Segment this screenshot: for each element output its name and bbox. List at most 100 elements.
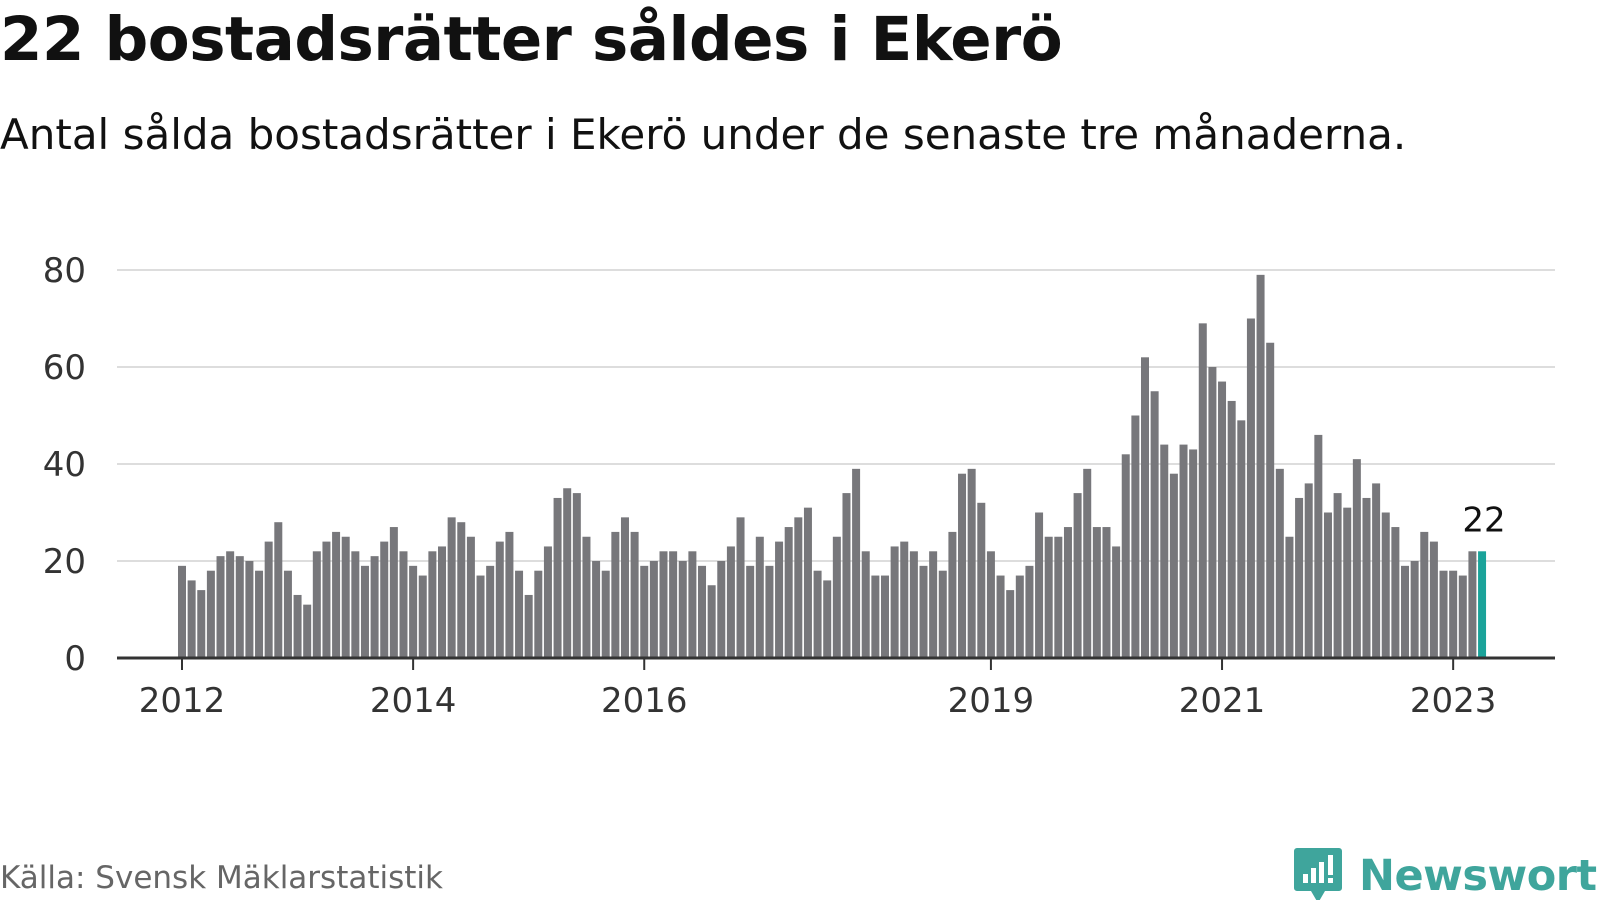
bar xyxy=(274,522,283,658)
bar xyxy=(1343,507,1352,658)
bar xyxy=(178,565,186,658)
bar xyxy=(919,565,928,658)
bar xyxy=(1256,274,1265,658)
source-note: Källa: Svensk Mäklarstatistik xyxy=(0,860,443,896)
bar xyxy=(486,565,495,658)
bar xyxy=(678,561,687,658)
bar xyxy=(1362,497,1371,658)
bar xyxy=(852,468,861,658)
bar xyxy=(1285,536,1294,658)
bar xyxy=(1227,400,1236,658)
bar xyxy=(736,517,745,658)
last-value-label: 22 xyxy=(1462,500,1505,540)
bar xyxy=(1275,468,1284,658)
bar xyxy=(1160,444,1169,658)
bar xyxy=(1179,444,1188,658)
bar xyxy=(698,565,707,658)
bar xyxy=(1372,483,1381,658)
bar xyxy=(322,541,331,658)
bar xyxy=(620,517,629,658)
y-tick-label: 40 xyxy=(43,445,86,485)
bar xyxy=(1198,323,1207,658)
bar xyxy=(1112,546,1121,658)
bar xyxy=(592,561,601,658)
bar xyxy=(1025,565,1034,658)
bar xyxy=(1381,512,1390,658)
bar xyxy=(303,604,312,658)
bar xyxy=(572,493,581,658)
bar xyxy=(1044,536,1053,658)
bar xyxy=(515,570,524,658)
bar xyxy=(1352,459,1361,658)
bar xyxy=(1420,531,1429,658)
bar xyxy=(871,575,880,658)
bar xyxy=(880,575,889,658)
bar xyxy=(409,565,418,658)
bar xyxy=(582,536,591,658)
bar xyxy=(447,517,456,658)
bar xyxy=(1006,590,1015,658)
bar xyxy=(890,546,899,658)
bar xyxy=(389,527,398,658)
bar xyxy=(601,570,610,658)
bar-highlight xyxy=(1478,551,1487,658)
bar xyxy=(649,561,658,658)
bar xyxy=(399,551,408,658)
x-tick-label: 2019 xyxy=(948,681,1035,721)
bar xyxy=(1391,527,1400,658)
bar xyxy=(341,536,350,658)
bar xyxy=(457,522,466,658)
bar xyxy=(370,556,379,658)
bar xyxy=(534,570,543,658)
bar xyxy=(1054,536,1063,658)
bar xyxy=(264,541,273,658)
bar xyxy=(197,590,206,658)
bar xyxy=(206,570,215,658)
bar xyxy=(938,570,947,658)
bar xyxy=(726,546,735,658)
bar xyxy=(1429,541,1438,658)
bar xyxy=(1314,434,1323,658)
bar xyxy=(418,575,427,658)
bar xyxy=(823,580,832,658)
bar xyxy=(1169,473,1178,658)
bar xyxy=(1237,420,1246,658)
x-tick-label: 2021 xyxy=(1179,681,1266,721)
bar xyxy=(255,570,264,658)
bar xyxy=(986,551,995,658)
bar xyxy=(1208,367,1217,658)
x-tick-label: 2012 xyxy=(139,681,226,721)
bar xyxy=(746,565,755,658)
bar xyxy=(958,473,967,658)
bar xyxy=(967,468,976,658)
bar xyxy=(1401,565,1410,658)
bar xyxy=(495,541,504,658)
bar xyxy=(216,556,225,658)
bar xyxy=(476,575,485,658)
bar xyxy=(861,551,870,658)
bar xyxy=(505,531,514,658)
bar xyxy=(1150,391,1159,658)
bar xyxy=(909,551,918,658)
bar xyxy=(1449,570,1458,658)
bar xyxy=(380,541,389,658)
bar xyxy=(428,551,437,658)
bar xyxy=(438,546,447,658)
bar xyxy=(1246,318,1255,658)
bar xyxy=(669,551,678,658)
bar xyxy=(755,536,764,658)
bar xyxy=(1073,493,1082,658)
bar xyxy=(659,551,668,658)
y-tick-label: 20 xyxy=(43,542,86,582)
bar xyxy=(813,570,822,658)
bar xyxy=(707,585,716,658)
bar xyxy=(312,551,321,658)
bar xyxy=(187,580,196,658)
bar xyxy=(553,497,562,658)
bar xyxy=(794,517,803,658)
bar xyxy=(832,536,841,658)
bar xyxy=(630,531,639,658)
bar xyxy=(1218,381,1227,658)
bar xyxy=(784,527,793,658)
